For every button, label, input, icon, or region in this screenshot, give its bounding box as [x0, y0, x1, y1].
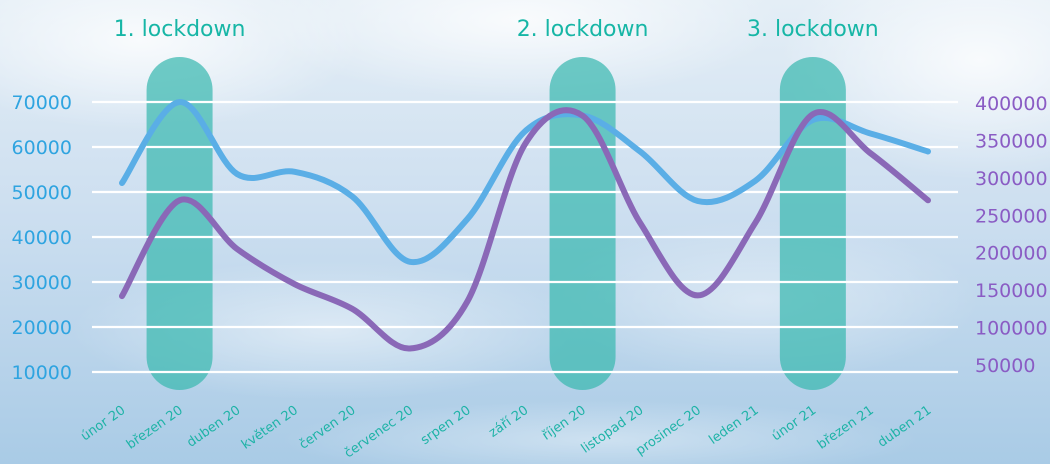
gridlines [92, 100, 958, 374]
left-tick-label: 10000 [12, 362, 72, 384]
left-tick-label: 30000 [12, 272, 72, 294]
right-tick-label: 250000 [975, 205, 1048, 227]
left-axis-ticks: 10000 20000 30000 40000 50000 60000 70000 [12, 92, 72, 384]
left-tick-label: 20000 [12, 317, 72, 339]
right-axis-ticks: 50000 100000 150000 200000 250000 300000 35000… [975, 93, 1048, 377]
lockdown-band-2 [549, 57, 616, 390]
left-tick-label: 40000 [12, 227, 72, 249]
lockdown-label-3: 3. lockdown [747, 17, 879, 42]
right-axis-series-line [119, 107, 931, 352]
right-tick-label: 350000 [975, 130, 1048, 152]
lockdown-labels: 1. lockdown 2. lockdown 3. lockdown [114, 17, 879, 42]
series-lines [119, 99, 931, 352]
right-tick-label: 200000 [975, 243, 1048, 265]
left-tick-label: 50000 [12, 182, 72, 204]
left-tick-label: 60000 [12, 137, 72, 159]
lockdown-label-2: 2. lockdown [517, 17, 649, 42]
right-tick-label: 400000 [975, 93, 1048, 115]
right-tick-label: 300000 [975, 168, 1048, 190]
right-tick-label: 150000 [975, 280, 1048, 302]
lockdown-band-3 [779, 57, 846, 390]
right-tick-label: 50000 [975, 355, 1035, 377]
right-tick-label: 100000 [975, 318, 1048, 340]
lockdown-band-1 [146, 57, 213, 390]
lockdown-label-1: 1. lockdown [114, 17, 246, 42]
left-tick-label: 70000 [12, 92, 72, 114]
